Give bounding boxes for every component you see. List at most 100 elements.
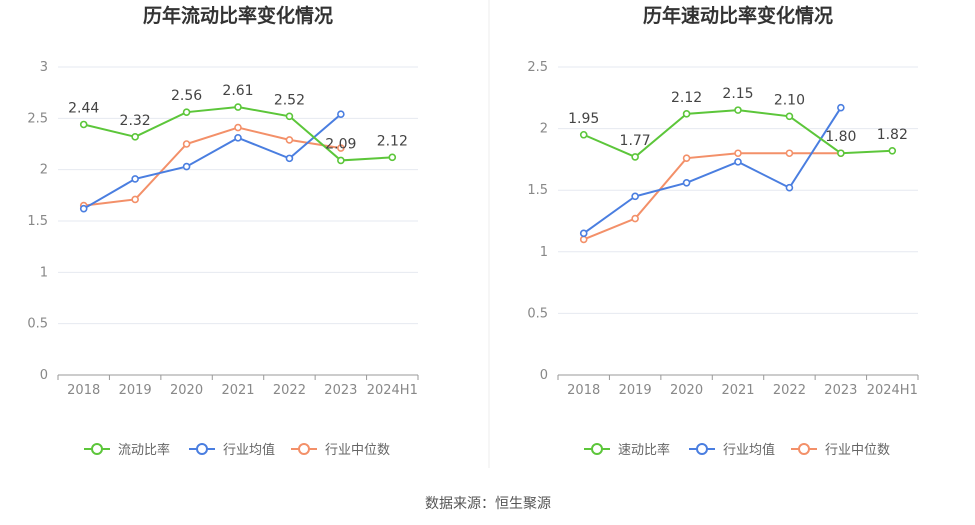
y-tick-label: 1 bbox=[40, 265, 48, 280]
data-point bbox=[734, 149, 742, 158]
data-point bbox=[285, 136, 294, 144]
data-point bbox=[285, 112, 294, 121]
y-tick-label: 2 bbox=[540, 122, 548, 137]
x-tick-label: 2019 bbox=[619, 383, 652, 398]
y-tick-label: 1 bbox=[540, 245, 548, 260]
data-point bbox=[631, 192, 639, 201]
data-point bbox=[785, 183, 794, 192]
x-tick-label: 2022 bbox=[773, 383, 806, 398]
x-tick-label: 2020 bbox=[170, 383, 203, 398]
data-point bbox=[837, 103, 845, 112]
legend-marker bbox=[696, 443, 708, 455]
data-label: 2.44 bbox=[68, 100, 99, 116]
legend-item: 行业均值 bbox=[189, 442, 275, 458]
legend-label: 行业中位数 bbox=[325, 443, 390, 458]
legend-label: 流动比率 bbox=[118, 442, 170, 458]
x-tick-label: 2024H1 bbox=[367, 383, 418, 398]
data-point bbox=[182, 108, 191, 116]
data-point bbox=[131, 133, 139, 141]
series-line-3 bbox=[83, 126, 342, 207]
data-label: 1.77 bbox=[620, 133, 651, 149]
series-line-2 bbox=[583, 107, 842, 235]
data-point bbox=[337, 144, 345, 152]
x-tick-label: 2020 bbox=[670, 383, 703, 398]
data-point bbox=[131, 195, 139, 204]
source-note: 数据来源：恒生聚源 bbox=[425, 496, 551, 512]
x-tick-label: 2024H1 bbox=[867, 383, 918, 398]
data-point bbox=[682, 154, 691, 162]
data-label: 2.12 bbox=[671, 90, 702, 106]
x-tick-label: 2018 bbox=[67, 383, 100, 398]
series-line-3 bbox=[583, 152, 841, 241]
data-point bbox=[785, 112, 794, 121]
data-label: 2.32 bbox=[120, 113, 151, 129]
legend-marker bbox=[196, 443, 208, 455]
data-label: 2.10 bbox=[774, 92, 805, 108]
legend-item: 行业中位数 bbox=[791, 443, 890, 458]
data-point bbox=[182, 162, 191, 171]
data-point bbox=[234, 134, 242, 142]
data-label: 1.80 bbox=[825, 129, 856, 145]
y-tick-label: 0 bbox=[40, 368, 48, 383]
data-label: 2.12 bbox=[377, 133, 408, 149]
data-point bbox=[682, 179, 691, 187]
data-point bbox=[734, 106, 742, 114]
legend-label: 行业均值 bbox=[223, 442, 275, 458]
y-tick-label: 2 bbox=[40, 163, 48, 178]
data-label: 1.82 bbox=[877, 127, 908, 143]
legend-label: 速动比率 bbox=[618, 442, 670, 458]
legend-item: 行业均值 bbox=[689, 442, 775, 458]
data-point bbox=[682, 110, 691, 118]
legend-marker bbox=[591, 443, 603, 455]
x-tick-label: 2021 bbox=[221, 383, 254, 398]
data-point bbox=[837, 149, 845, 158]
series-line-2 bbox=[83, 113, 342, 210]
y-tick-label: 2.5 bbox=[527, 60, 548, 75]
legend-label: 行业中位数 bbox=[825, 443, 890, 458]
data-point bbox=[79, 120, 88, 129]
legend-label: 行业均值 bbox=[723, 442, 775, 458]
data-point bbox=[631, 153, 639, 161]
data-label: 2.56 bbox=[171, 88, 202, 104]
data-point bbox=[579, 235, 588, 244]
chart-panel-2: 历年速动比率变化情况 0 0.5 1 1.5 2 2.5 2018 2019 2020 2021 20… bbox=[527, 4, 919, 458]
x-tick-label: 2019 bbox=[119, 383, 152, 398]
data-label: 2.09 bbox=[325, 136, 356, 152]
y-tick-label: 1.5 bbox=[27, 214, 48, 229]
x-tick-label: 2018 bbox=[567, 383, 600, 398]
data-point bbox=[734, 158, 742, 166]
x-tick-label: 2023 bbox=[824, 383, 857, 398]
legend-item: 速动比率 bbox=[584, 442, 670, 458]
data-point bbox=[631, 214, 639, 223]
data-point bbox=[285, 154, 294, 163]
data-point bbox=[785, 149, 794, 158]
data-label: 2.61 bbox=[222, 83, 253, 99]
y-tick-label: 0.5 bbox=[27, 317, 48, 332]
legend-item: 行业中位数 bbox=[291, 443, 390, 458]
data-point bbox=[131, 175, 139, 183]
data-point bbox=[234, 123, 242, 132]
y-tick-label: 1.5 bbox=[527, 183, 548, 198]
data-label: 2.15 bbox=[722, 86, 753, 102]
y-tick-label: 3 bbox=[40, 60, 48, 75]
y-tick-label: 0.5 bbox=[527, 306, 548, 321]
data-label: 1.95 bbox=[568, 111, 599, 127]
y-tick-label: 0 bbox=[540, 368, 548, 383]
data-label: 2.52 bbox=[274, 92, 305, 108]
data-point bbox=[388, 153, 397, 162]
chart-title: 历年流动比率变化情况 bbox=[143, 4, 333, 27]
x-tick-label: 2022 bbox=[273, 383, 306, 398]
x-tick-label: 2021 bbox=[721, 383, 754, 398]
legend-marker bbox=[298, 443, 310, 455]
chart-title: 历年速动比率变化情况 bbox=[643, 4, 833, 27]
data-point bbox=[579, 229, 588, 238]
data-point bbox=[182, 140, 191, 148]
legend-marker bbox=[798, 443, 810, 455]
data-point bbox=[337, 156, 345, 165]
data-point bbox=[337, 110, 345, 119]
y-tick-label: 2.5 bbox=[27, 111, 48, 126]
data-point bbox=[579, 130, 588, 139]
data-point bbox=[234, 103, 242, 111]
data-point bbox=[888, 146, 897, 155]
